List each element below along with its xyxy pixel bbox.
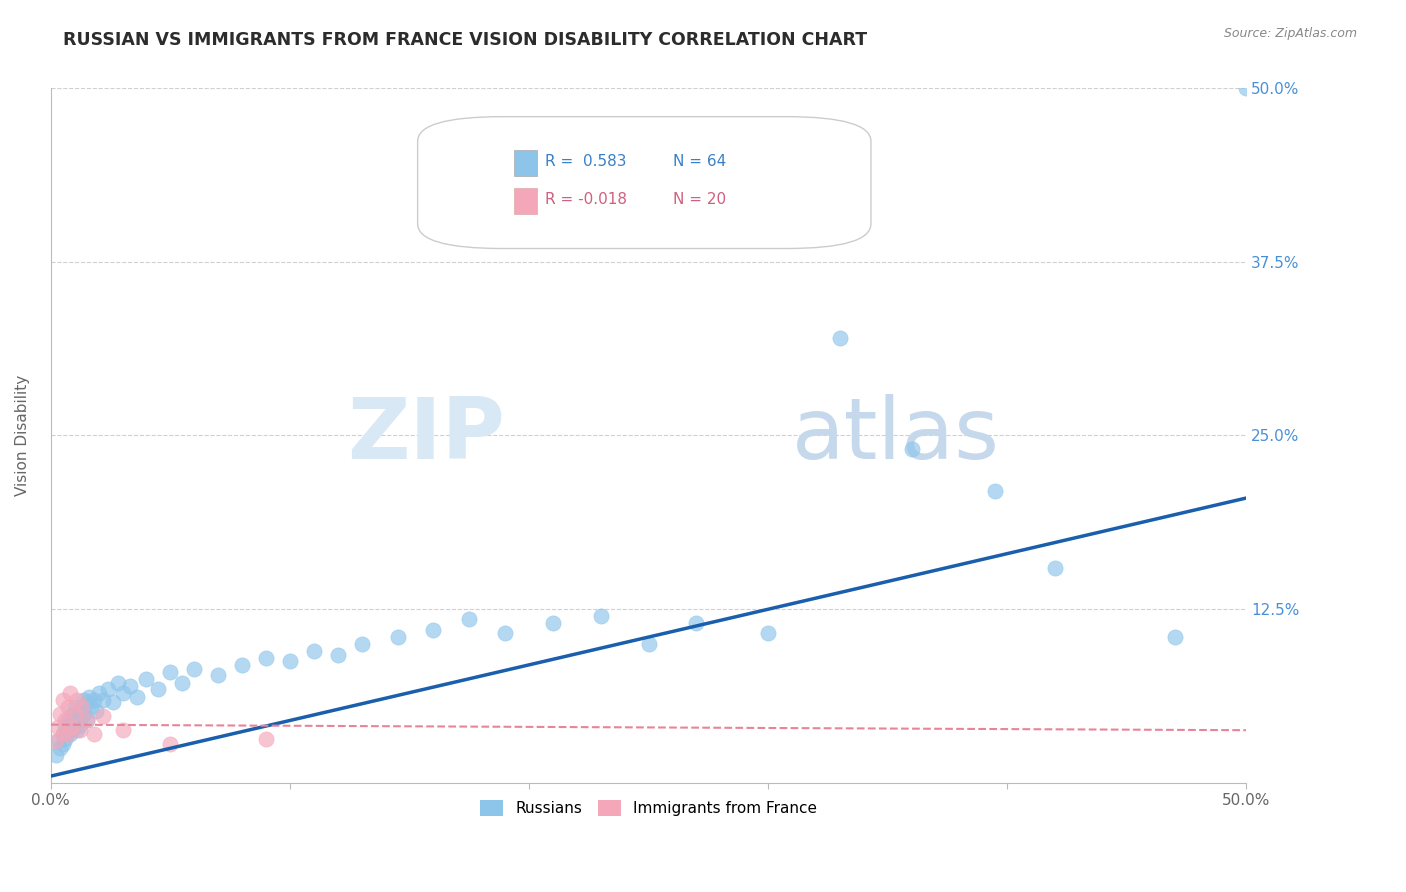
Point: [387, 630, 409, 644]
Point: [97, 681, 120, 696]
Text: atlas: atlas: [792, 394, 1000, 477]
Point: [70, 699, 93, 714]
Point: [589, 609, 612, 624]
Point: [101, 695, 124, 709]
Text: ZIP: ZIP: [347, 394, 505, 477]
Point: [63, 699, 86, 714]
Point: [52, 727, 75, 741]
Bar: [515, 150, 537, 176]
Point: [111, 723, 134, 738]
Point: [52, 727, 75, 741]
Point: [69, 723, 91, 738]
Point: [207, 667, 229, 681]
Point: [52, 737, 75, 751]
Point: [56, 723, 79, 738]
Point: [183, 662, 205, 676]
Point: [76, 714, 98, 728]
Point: [1234, 81, 1257, 95]
Point: [1163, 630, 1185, 644]
Y-axis label: Vision Disability: Vision Disability: [15, 375, 30, 496]
Point: [828, 331, 851, 345]
Point: [59, 727, 82, 741]
Point: [60, 706, 83, 721]
Text: N = 64: N = 64: [672, 154, 725, 169]
Point: [111, 686, 134, 700]
Point: [69, 717, 91, 731]
Point: [172, 676, 194, 690]
Point: [49, 741, 72, 756]
Point: [49, 706, 72, 721]
Point: [254, 651, 277, 665]
Point: [984, 484, 1007, 499]
Point: [63, 706, 86, 721]
Point: [148, 681, 170, 696]
Point: [83, 727, 105, 741]
Point: [60, 723, 83, 738]
Point: [66, 692, 89, 706]
Text: R = -0.018: R = -0.018: [546, 192, 627, 207]
Point: [458, 612, 481, 626]
FancyBboxPatch shape: [418, 117, 870, 249]
Point: [422, 623, 444, 637]
Point: [107, 676, 129, 690]
Point: [53, 714, 76, 728]
Point: [76, 695, 98, 709]
Point: [159, 665, 181, 679]
Point: [125, 690, 148, 704]
Point: [278, 654, 301, 668]
Point: [84, 704, 107, 718]
Point: [541, 616, 564, 631]
Point: [52, 692, 75, 706]
Point: [76, 714, 98, 728]
Point: [80, 699, 103, 714]
Point: [254, 731, 277, 746]
Point: [45, 734, 67, 748]
Point: [70, 709, 93, 723]
Point: [135, 672, 157, 686]
Point: [93, 692, 115, 706]
Point: [350, 637, 373, 651]
Point: [900, 442, 922, 457]
Point: [56, 714, 79, 728]
Point: [46, 734, 69, 748]
Point: [87, 686, 110, 700]
Point: [70, 699, 93, 714]
Text: N = 20: N = 20: [672, 192, 725, 207]
Point: [69, 706, 91, 721]
Point: [83, 692, 105, 706]
Point: [66, 714, 89, 728]
Point: [56, 727, 79, 741]
Bar: [515, 187, 537, 214]
Point: [53, 731, 76, 746]
Point: [494, 626, 516, 640]
Point: [59, 686, 82, 700]
Point: [93, 709, 115, 723]
Point: [46, 721, 69, 735]
Point: [77, 690, 100, 704]
Point: [63, 721, 86, 735]
Point: [59, 717, 82, 731]
Point: [45, 748, 67, 763]
Point: [756, 626, 779, 640]
Point: [1043, 560, 1066, 574]
Point: [685, 616, 707, 631]
Point: [302, 644, 325, 658]
Text: Source: ZipAtlas.com: Source: ZipAtlas.com: [1223, 27, 1357, 40]
Point: [231, 657, 253, 672]
Point: [159, 737, 181, 751]
Point: [118, 679, 141, 693]
Point: [56, 699, 79, 714]
Point: [637, 637, 659, 651]
Point: [60, 721, 83, 735]
Point: [73, 706, 96, 721]
Point: [326, 648, 349, 662]
Text: R =  0.583: R = 0.583: [546, 154, 627, 169]
Point: [73, 692, 96, 706]
Text: RUSSIAN VS IMMIGRANTS FROM FRANCE VISION DISABILITY CORRELATION CHART: RUSSIAN VS IMMIGRANTS FROM FRANCE VISION…: [63, 31, 868, 49]
Legend: Russians, Immigrants from France: Russians, Immigrants from France: [472, 793, 824, 824]
Point: [66, 723, 89, 738]
Point: [53, 721, 76, 735]
